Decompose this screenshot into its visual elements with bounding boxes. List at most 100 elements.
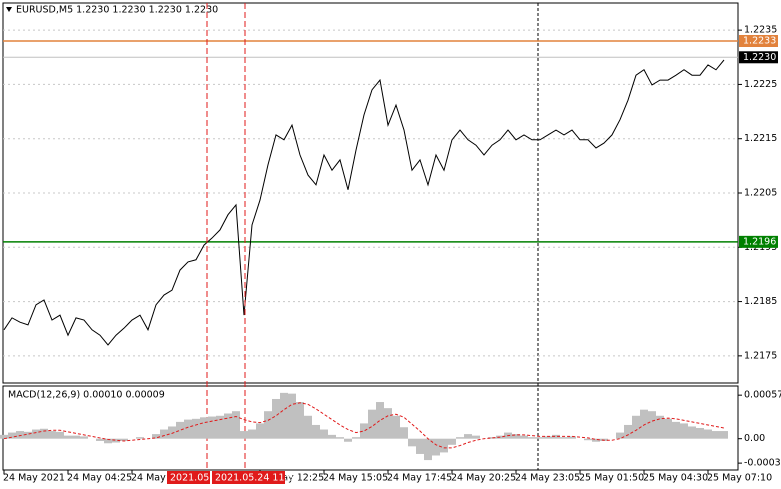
price-line	[3, 59, 725, 346]
histogram-bar	[512, 434, 520, 439]
indicator-title: MACD(12,26,9) 0.00010 0.00009	[8, 390, 165, 401]
histogram-bar	[16, 431, 24, 439]
histogram-bar	[264, 411, 272, 439]
histogram-bar	[640, 409, 648, 439]
histogram-bar	[64, 435, 72, 439]
x-tick-label: 24 May 15:05	[323, 473, 388, 484]
histogram-bar	[224, 413, 232, 439]
histogram-bar	[176, 421, 184, 439]
histogram-bar	[216, 415, 224, 439]
x-tick-label: 24 May	[131, 473, 166, 484]
marker-tag	[212, 471, 285, 484]
histogram-bar	[704, 429, 712, 439]
histogram-bar	[368, 409, 376, 439]
x-tick-label: 24 May 2021	[3, 473, 65, 484]
marker-label: 2021.05	[170, 473, 209, 484]
histogram-bar	[680, 423, 688, 439]
marker-label: 2021.05.24 11:50	[215, 473, 300, 484]
x-tick-label: 24 May 20:25	[451, 473, 516, 484]
histogram-bar	[424, 438, 432, 461]
y-tick-label: -0.00032	[744, 458, 781, 469]
histogram-bar	[0, 434, 8, 439]
histogram-bar	[256, 423, 264, 439]
x-tick-label: 25 May 04:30	[643, 473, 708, 484]
histogram-bar	[520, 435, 528, 439]
y-tick-label: 1.2175	[744, 350, 777, 361]
histogram-bar	[712, 431, 720, 439]
histogram-bar	[624, 424, 632, 439]
histogram-bar	[136, 437, 144, 439]
histogram-bar	[272, 398, 280, 439]
histogram-bar	[464, 434, 472, 439]
histogram-bar	[328, 434, 336, 439]
histogram-bar	[104, 438, 112, 444]
histogram-bar	[688, 426, 696, 439]
chart-title: EURUSD,M5 1.2230 1.2230 1.2230 1.2230	[16, 5, 218, 16]
histogram-bar	[584, 438, 592, 441]
y-tick-label: 1.2225	[744, 79, 777, 90]
content: 1.22351.22251.22151.22051.21951.21851.21…	[0, 3, 781, 484]
level-tag	[739, 235, 778, 248]
x-tick-label: 25 May 01:50	[579, 473, 644, 484]
histogram-bar	[40, 428, 48, 439]
histogram-bar	[720, 431, 728, 439]
histogram-bar	[456, 437, 464, 439]
histogram-bar	[304, 415, 312, 439]
histogram-bar	[312, 424, 320, 439]
y-tick-label: 1.2235	[744, 25, 777, 36]
histogram-bar	[120, 438, 128, 441]
x-tick-label: 25 May 07:10	[707, 473, 772, 484]
histogram-bar	[440, 438, 448, 453]
histogram-bar	[592, 438, 600, 442]
histogram-bar	[448, 438, 456, 445]
histogram-bar	[232, 411, 240, 439]
histogram-bar	[280, 392, 288, 439]
histogram-bar	[48, 431, 56, 439]
histogram-bar	[696, 428, 704, 439]
histogram-bar	[320, 429, 328, 439]
histogram-bar	[384, 408, 392, 439]
macd-panel	[2, 385, 739, 471]
histogram-bar	[184, 419, 192, 439]
histogram-bar	[352, 437, 360, 439]
level-tag	[739, 35, 778, 47]
histogram-bar	[344, 438, 352, 442]
histogram-bar	[416, 438, 424, 454]
histogram-bar	[632, 415, 640, 439]
histogram-bar	[240, 431, 248, 439]
histogram-bar	[208, 416, 216, 439]
signal-line	[3, 402, 725, 449]
level-label: 1.2233	[743, 36, 776, 47]
histogram-bar	[648, 411, 656, 439]
level-label: 1.2196	[743, 236, 776, 247]
title-icon	[6, 7, 12, 12]
x-tick-label: 24 May 12:25	[259, 473, 324, 484]
last-price-tag	[739, 51, 778, 64]
histogram-bar	[296, 402, 304, 439]
histogram-bar	[472, 435, 480, 439]
y-tick-label: 1.2185	[744, 296, 777, 307]
histogram-bar	[336, 437, 344, 439]
histogram-bar	[376, 402, 384, 439]
histogram-bar	[536, 437, 544, 439]
histogram-bar	[192, 418, 200, 439]
y-tick-label: 1.2205	[744, 188, 777, 199]
histogram-bar	[432, 438, 440, 456]
last-price-label: 1.2230	[743, 52, 776, 63]
marker-tag	[167, 471, 210, 484]
histogram-bar	[96, 438, 104, 441]
histogram-bar	[528, 437, 536, 439]
histogram-bar	[200, 417, 208, 439]
histogram-bar	[360, 423, 368, 439]
histogram-bar	[568, 436, 576, 439]
histogram-bar	[72, 435, 80, 439]
histogram-bar	[552, 434, 560, 439]
histogram-bar	[80, 436, 88, 439]
y-tick-label: 0.00057	[744, 390, 781, 401]
x-tick-label: 24 May 04:25	[67, 473, 132, 484]
histogram-bar	[160, 429, 168, 439]
histogram-bar	[672, 421, 680, 439]
